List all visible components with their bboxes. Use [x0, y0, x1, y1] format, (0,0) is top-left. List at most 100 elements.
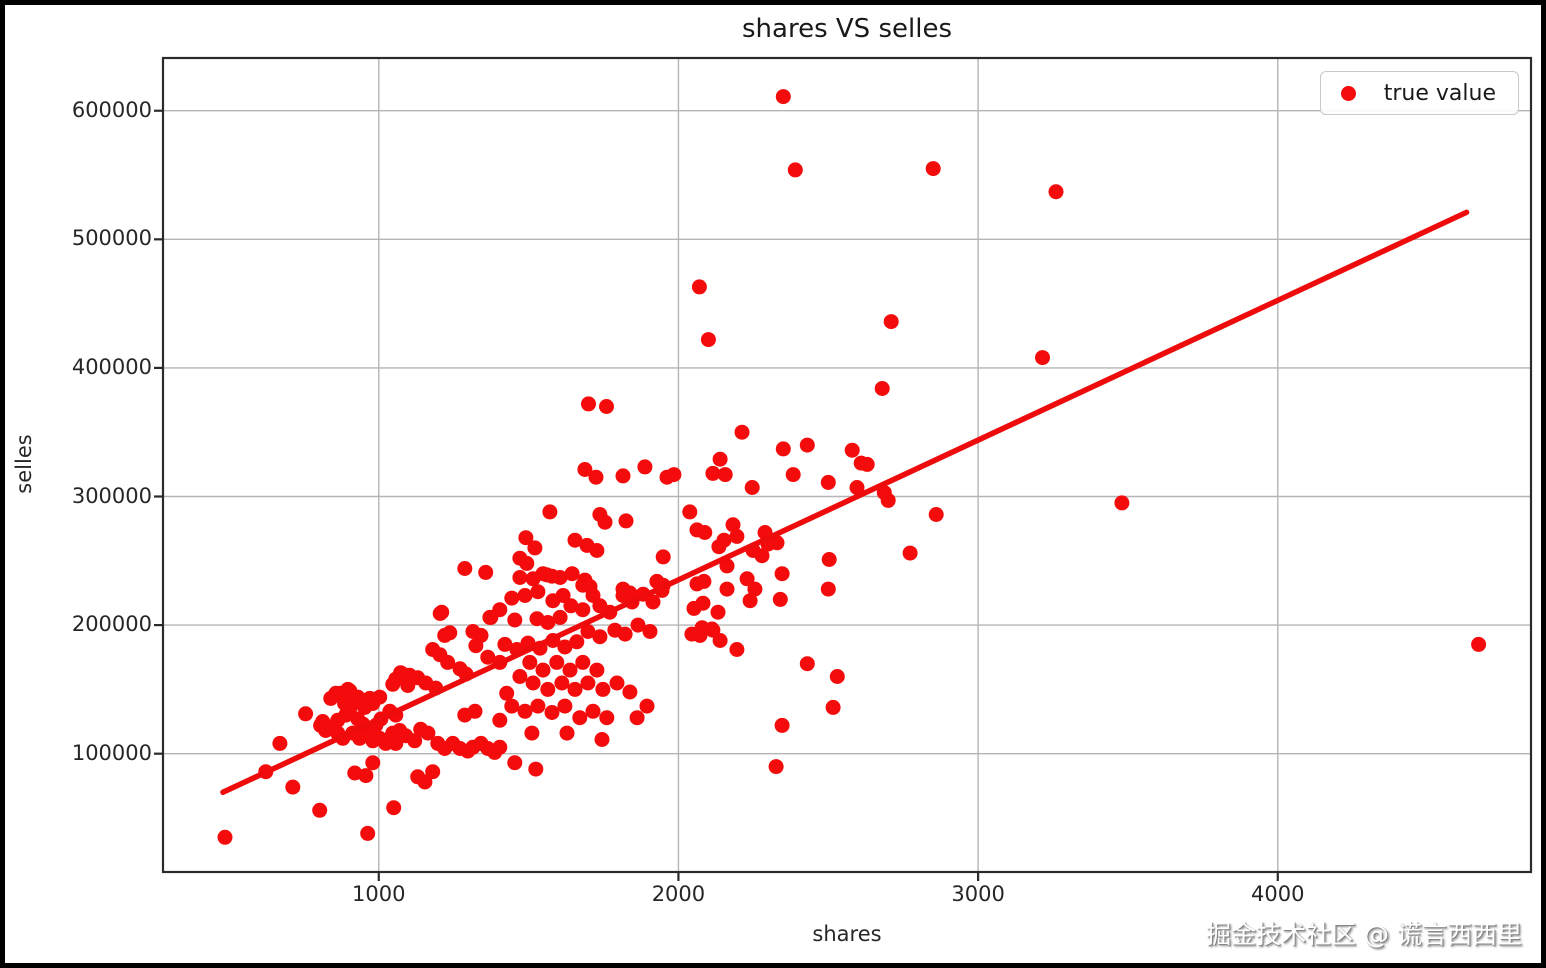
x-axis-label: shares	[812, 922, 882, 946]
data-point	[320, 719, 336, 735]
data-point	[799, 437, 815, 453]
data-point	[507, 612, 523, 628]
data-point	[589, 662, 605, 678]
data-point	[530, 698, 546, 714]
data-point	[734, 424, 750, 440]
data-point	[925, 161, 941, 177]
data-point	[272, 735, 288, 751]
data-point	[557, 639, 573, 655]
data-point	[880, 492, 896, 508]
data-point	[754, 548, 770, 564]
data-point	[712, 633, 728, 648]
data-point	[572, 710, 588, 726]
data-point	[785, 467, 801, 483]
data-point	[539, 567, 555, 583]
data-point	[1471, 636, 1487, 652]
data-point	[774, 566, 790, 582]
data-point	[1114, 495, 1130, 511]
data-point	[710, 604, 726, 620]
data-point	[522, 654, 538, 670]
data-point	[388, 735, 404, 751]
data-point	[512, 669, 528, 684]
data-point	[717, 467, 733, 483]
data-point	[622, 684, 638, 700]
data-point	[529, 611, 545, 627]
y-tick-label: 300000	[71, 483, 152, 508]
data-point	[504, 590, 520, 606]
data-point	[517, 588, 533, 603]
data-point	[425, 764, 441, 780]
data-point	[859, 456, 875, 472]
data-point	[772, 591, 788, 607]
data-point	[739, 571, 755, 587]
data-point	[562, 662, 578, 678]
data-point	[829, 669, 845, 684]
data-point	[457, 707, 473, 723]
data-point	[729, 528, 745, 544]
data-point	[544, 705, 560, 720]
data-point	[645, 594, 661, 610]
data-point	[552, 609, 568, 625]
data-point	[504, 698, 520, 714]
data-point	[744, 480, 760, 495]
data-point	[549, 654, 565, 670]
data-point	[497, 636, 513, 652]
data-point	[577, 572, 593, 588]
data-point	[580, 624, 596, 639]
data-point	[594, 732, 610, 747]
data-point	[518, 530, 534, 546]
data-point	[629, 710, 645, 726]
data-point	[432, 606, 448, 621]
data-point	[825, 699, 841, 715]
data-point	[555, 588, 571, 603]
data-point	[775, 89, 791, 105]
data-point	[217, 829, 233, 845]
data-point	[358, 768, 374, 784]
data-point	[592, 629, 608, 645]
data-point	[440, 654, 456, 670]
x-tick-label: 2000	[651, 882, 706, 906]
data-point	[499, 685, 515, 701]
data-point	[285, 779, 301, 795]
data-point	[567, 681, 583, 697]
data-point	[542, 504, 558, 520]
legend-label: true value	[1383, 80, 1496, 106]
data-point	[386, 800, 402, 816]
data-point	[552, 570, 568, 585]
data-point	[581, 396, 596, 412]
data-point	[527, 540, 543, 556]
data-point	[696, 573, 712, 589]
data-point	[420, 725, 436, 741]
data-point	[711, 539, 727, 555]
legend-marker-icon	[1340, 85, 1356, 101]
data-point	[580, 675, 596, 691]
x-tick-label: 1000	[352, 882, 406, 906]
trend-line	[220, 209, 1470, 796]
data-point	[564, 566, 580, 582]
data-point	[567, 532, 583, 548]
data-point	[799, 656, 815, 672]
data-point	[312, 802, 328, 818]
data-point	[575, 602, 591, 618]
data-point	[512, 570, 528, 585]
data-point	[417, 774, 433, 790]
data-point	[666, 467, 682, 483]
data-point	[557, 698, 573, 714]
watermark-text: 掘金技术社区 @ 谎言西西里	[1206, 920, 1522, 949]
data-point	[849, 480, 865, 495]
data-point	[821, 552, 837, 567]
data-point	[442, 625, 458, 641]
data-point	[774, 717, 790, 733]
data-point	[589, 543, 605, 558]
data-point	[820, 474, 836, 490]
data-point	[725, 517, 741, 533]
y-tick-label: 100000	[71, 740, 152, 765]
data-point	[719, 581, 735, 597]
legend: true value	[1319, 71, 1519, 115]
data-point	[492, 602, 508, 618]
data-point	[585, 703, 601, 719]
data-point	[360, 825, 376, 841]
data-point	[883, 314, 899, 330]
